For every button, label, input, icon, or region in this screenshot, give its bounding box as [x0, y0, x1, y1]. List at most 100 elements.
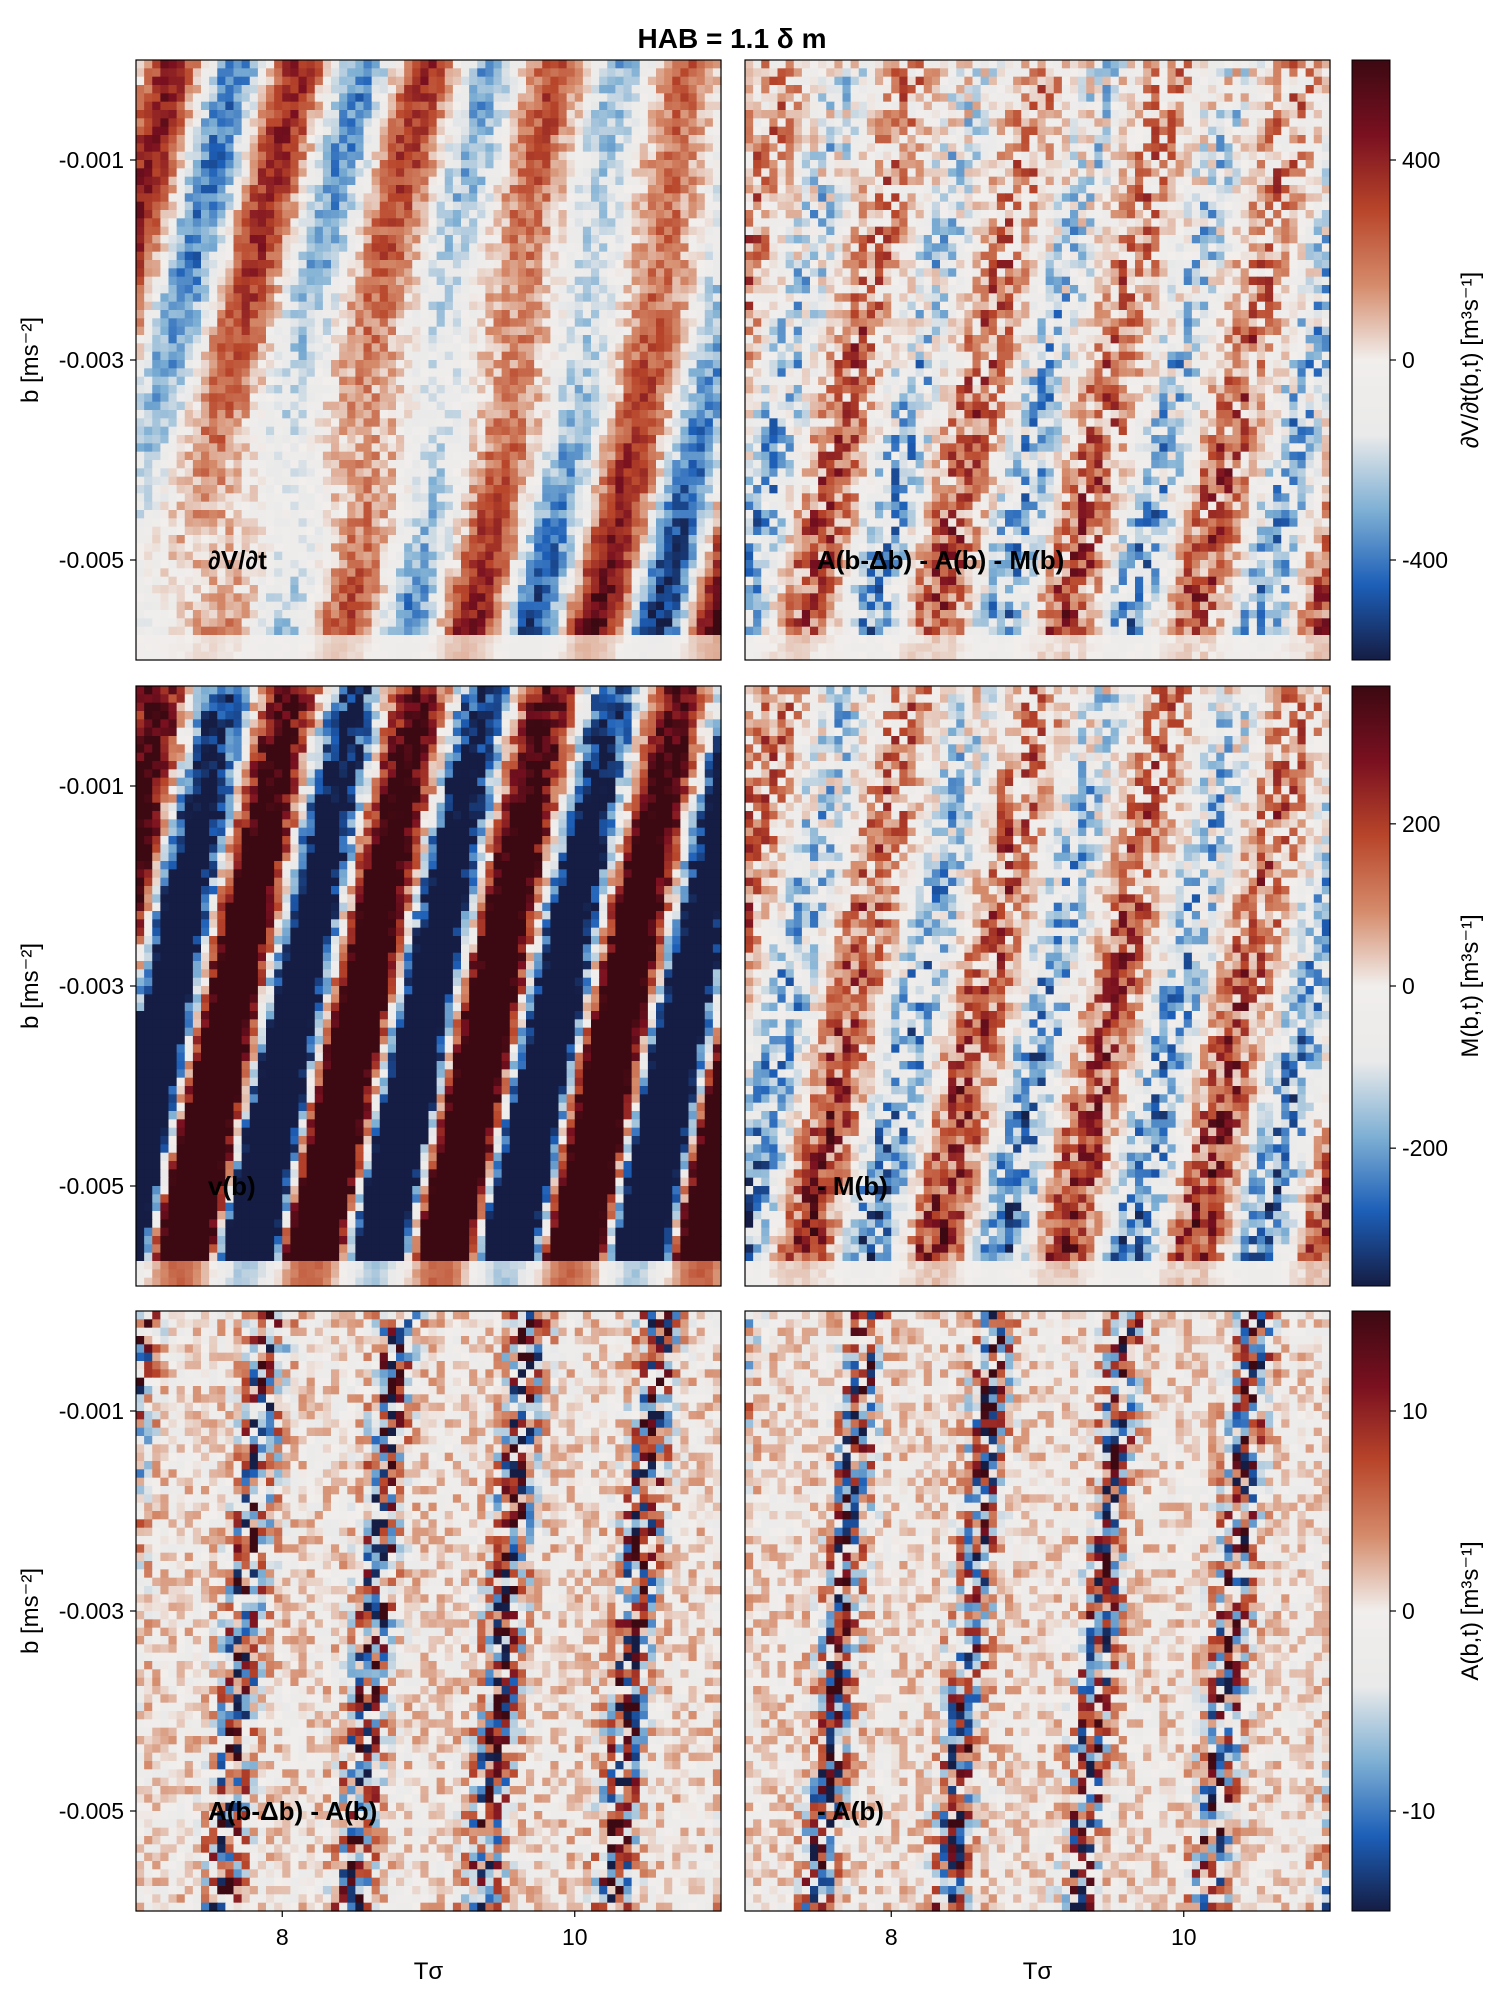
- heatmap-cell: [453, 118, 462, 127]
- heatmap-cell: [705, 168, 714, 177]
- heatmap-cell: [705, 152, 714, 161]
- heatmap-cell: [607, 127, 616, 136]
- heatmap-cell: [559, 177, 568, 186]
- heatmap-cell: [559, 68, 568, 77]
- heatmap-cell: [315, 177, 324, 186]
- heatmap-cell: [567, 60, 576, 69]
- heatmap-cell: [445, 152, 454, 161]
- heatmap-cell: [461, 68, 470, 77]
- heatmap-cell: [445, 177, 454, 186]
- heatmap-cell: [380, 127, 389, 136]
- heatmap-cell: [494, 110, 503, 119]
- heatmap-cell: [542, 68, 551, 77]
- heatmap-cell: [274, 135, 283, 144]
- heatmap-cell: [583, 177, 592, 186]
- heatmap-cell: [632, 135, 641, 144]
- heatmap-cell: [420, 143, 429, 152]
- heatmap-cell: [485, 85, 494, 94]
- heatmap-cell: [453, 152, 462, 161]
- heatmap-cell: [372, 118, 381, 127]
- heatmap-cell: [477, 168, 486, 177]
- heatmap-cell: [485, 143, 494, 152]
- heatmap-cell: [453, 143, 462, 152]
- heatmap-cell: [437, 102, 446, 111]
- heatmap-cell: [250, 102, 259, 111]
- heatmap-cell: [331, 152, 340, 161]
- heatmap-cell: [680, 93, 689, 102]
- heatmap-cell: [518, 68, 527, 77]
- heatmap-cell: [299, 110, 308, 119]
- heatmap-cell: [567, 168, 576, 177]
- heatmap-cell: [648, 177, 657, 186]
- heatmap-cell: [185, 68, 194, 77]
- heatmap-cell: [583, 160, 592, 169]
- heatmap-cell: [632, 77, 641, 86]
- heatmap-cell: [404, 135, 413, 144]
- heatmap-cell: [550, 118, 559, 127]
- heatmap-cell: [404, 152, 413, 161]
- heatmap-cell: [664, 110, 673, 119]
- heatmap-cell: [355, 160, 364, 169]
- heatmap-cell: [583, 110, 592, 119]
- heatmap-cell: [355, 102, 364, 111]
- heatmap-cell: [648, 110, 657, 119]
- heatmap-cell: [339, 110, 348, 119]
- heatmap-cell: [429, 152, 438, 161]
- heatmap-cell: [420, 152, 429, 161]
- heatmap-cell: [388, 85, 397, 94]
- heatmap-cell: [380, 168, 389, 177]
- heatmap-cell: [144, 110, 153, 119]
- heatmap-cell: [136, 177, 145, 186]
- heatmap-cell: [274, 68, 283, 77]
- heatmap-cell: [136, 68, 145, 77]
- heatmap-cell: [396, 152, 405, 161]
- heatmap-cell: [494, 143, 503, 152]
- heatmap-cell: [469, 135, 478, 144]
- heatmap-cell: [396, 135, 405, 144]
- heatmap-cell: [160, 60, 169, 69]
- heatmap-cell: [412, 135, 421, 144]
- heatmap-cell: [258, 135, 267, 144]
- heatmap-cell: [364, 135, 373, 144]
- heatmap-cell: [429, 85, 438, 94]
- heatmap-cell: [583, 168, 592, 177]
- heatmap-cell: [160, 102, 169, 111]
- heatmap-cell: [599, 160, 608, 169]
- heatmap-cell: [542, 93, 551, 102]
- heatmap-cell: [160, 68, 169, 77]
- heatmap-cell: [461, 85, 470, 94]
- heatmap-cell: [477, 77, 486, 86]
- heatmap-cell: [193, 93, 202, 102]
- heatmap-cell: [567, 110, 576, 119]
- heatmap-cell: [437, 118, 446, 127]
- heatmap-cell: [315, 135, 324, 144]
- heatmap-cell: [502, 102, 511, 111]
- heatmap-cell: [144, 68, 153, 77]
- heatmap-cell: [599, 93, 608, 102]
- heatmap-cell: [372, 143, 381, 152]
- heatmap-cell: [640, 160, 649, 169]
- heatmap-cell: [299, 93, 308, 102]
- heatmap-cell: [315, 143, 324, 152]
- heatmap-cell: [396, 102, 405, 111]
- heatmap-cell: [323, 177, 332, 186]
- heatmap-cell: [689, 168, 698, 177]
- heatmap-cell: [420, 77, 429, 86]
- heatmap-cell: [502, 68, 511, 77]
- heatmap-cell: [542, 160, 551, 169]
- heatmap-cell: [429, 160, 438, 169]
- heatmap-cell: [152, 110, 161, 119]
- heatmap-cell: [217, 110, 226, 119]
- heatmap-cell: [274, 168, 283, 177]
- heatmap-cell: [648, 93, 657, 102]
- heatmap-cell: [274, 102, 283, 111]
- heatmap-cell: [323, 68, 332, 77]
- heatmap-cell: [355, 152, 364, 161]
- heatmap-cell: [664, 77, 673, 86]
- heatmap-cell: [697, 135, 706, 144]
- heatmap-cell: [136, 160, 145, 169]
- heatmap-cell: [331, 110, 340, 119]
- heatmap-cell: [453, 68, 462, 77]
- heatmap-cell: [331, 68, 340, 77]
- heatmap-cell: [672, 160, 681, 169]
